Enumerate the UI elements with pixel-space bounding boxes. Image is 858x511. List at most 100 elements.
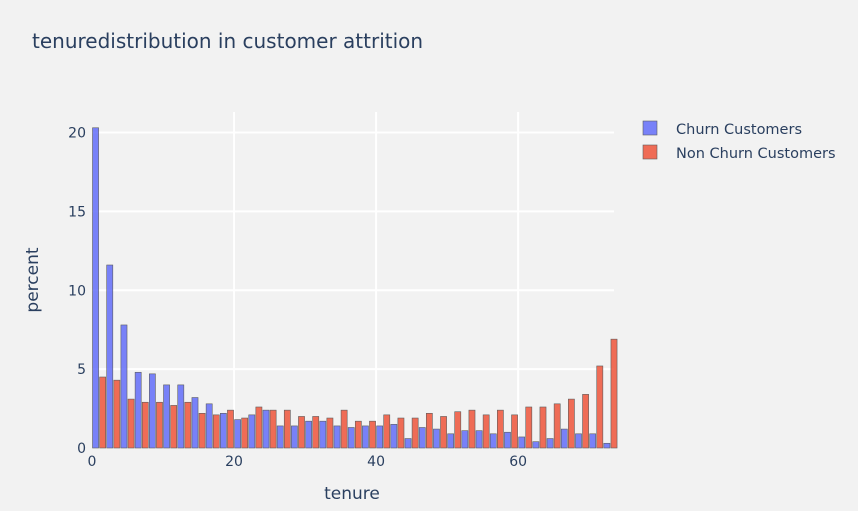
- churn-bar[interactable]: [92, 127, 99, 449]
- non-churn-bar[interactable]: [113, 379, 121, 449]
- churn-bar[interactable]: [248, 414, 256, 449]
- legend-swatch-non-churn: [642, 144, 658, 160]
- churn-bar[interactable]: [603, 442, 611, 449]
- y-tick-label: 20: [68, 126, 86, 142]
- x-tick-label: 20: [225, 454, 243, 470]
- churn-bar[interactable]: [134, 371, 142, 449]
- non-churn-bar[interactable]: [425, 412, 433, 449]
- non-churn-bar[interactable]: [241, 417, 249, 449]
- churn-bar[interactable]: [220, 412, 227, 449]
- non-churn-bar[interactable]: [497, 409, 504, 449]
- churn-bar[interactable]: [560, 428, 568, 449]
- churn-bar[interactable]: [532, 441, 540, 449]
- non-churn-bar[interactable]: [411, 417, 419, 449]
- x-gridlines: [233, 112, 520, 448]
- non-churn-bar[interactable]: [397, 417, 405, 449]
- churn-bar[interactable]: [276, 425, 284, 449]
- non-churn-bar[interactable]: [454, 411, 462, 449]
- non-churn-bar[interactable]: [227, 409, 234, 449]
- churn-bar[interactable]: [489, 433, 497, 449]
- plot-background: [92, 112, 614, 448]
- x-tick-label: 60: [509, 454, 527, 470]
- legend-label-churn: Churn Customers: [676, 122, 802, 138]
- non-churn-bar[interactable]: [141, 401, 149, 449]
- non-churn-bar[interactable]: [525, 406, 533, 449]
- non-churn-bar[interactable]: [568, 398, 575, 449]
- x-axis-title: tenure: [324, 484, 380, 504]
- non-churn-bar[interactable]: [340, 409, 348, 449]
- churn-bar[interactable]: [191, 397, 199, 449]
- churn-bar[interactable]: [149, 373, 156, 449]
- churn-bar[interactable]: [376, 425, 383, 449]
- non-churn-bar[interactable]: [156, 401, 163, 449]
- non-churn-bar[interactable]: [610, 338, 618, 449]
- non-churn-bar[interactable]: [127, 398, 135, 449]
- non-churn-bar[interactable]: [369, 420, 376, 449]
- non-churn-bar[interactable]: [170, 405, 178, 449]
- churn-bar[interactable]: [291, 425, 298, 449]
- y-axis-title: percent: [23, 247, 43, 312]
- legend-item-non-churn[interactable]: Non Churn Customers: [642, 144, 836, 162]
- churn-bar[interactable]: [234, 419, 241, 449]
- y-tick-label: 10: [68, 283, 86, 299]
- non-churn-bar[interactable]: [212, 414, 220, 449]
- non-churn-bar[interactable]: [468, 409, 476, 449]
- legend-swatch-churn: [642, 120, 658, 136]
- y-tick-label: 5: [77, 362, 86, 378]
- legend-label-non-churn: Non Churn Customers: [676, 146, 836, 162]
- non-churn-bar[interactable]: [255, 406, 263, 449]
- non-churn-bar[interactable]: [269, 409, 277, 449]
- non-churn-bar[interactable]: [99, 376, 107, 449]
- churn-bar[interactable]: [518, 436, 526, 449]
- churn-bar[interactable]: [305, 420, 312, 449]
- y-gridlines: [92, 131, 614, 371]
- churn-bar[interactable]: [390, 424, 398, 449]
- non-churn-bar[interactable]: [553, 403, 561, 449]
- churn-bar[interactable]: [205, 403, 213, 449]
- non-churn-bar[interactable]: [383, 414, 391, 449]
- churn-bar[interactable]: [163, 384, 170, 449]
- churn-bar[interactable]: [177, 384, 185, 449]
- y-tick-labels: 0 5 10 15 20: [68, 126, 86, 457]
- non-churn-bar[interactable]: [283, 409, 291, 449]
- legend-item-churn[interactable]: Churn Customers: [642, 120, 802, 138]
- non-churn-bar[interactable]: [198, 412, 206, 449]
- x-tick-label: 0: [88, 454, 97, 470]
- churn-bar[interactable]: [106, 264, 114, 449]
- churn-bar[interactable]: [333, 425, 341, 449]
- churn-bar[interactable]: [362, 425, 369, 449]
- churn-bar[interactable]: [575, 433, 582, 449]
- non-churn-bar[interactable]: [482, 414, 490, 449]
- churn-bar[interactable]: [475, 430, 483, 449]
- non-churn-bar[interactable]: [440, 416, 447, 449]
- churn-bar[interactable]: [447, 433, 455, 449]
- non-churn-bar[interactable]: [596, 365, 604, 449]
- churn-bar[interactable]: [262, 409, 270, 449]
- churn-bar[interactable]: [504, 431, 511, 449]
- y-tick-label: 15: [68, 204, 86, 220]
- churn-bar[interactable]: [347, 427, 355, 449]
- non-churn-bar[interactable]: [312, 416, 320, 449]
- chart-title: tenuredistribution in customer attrition: [32, 29, 423, 53]
- x-tick-labels: 0 20 40 60: [88, 454, 527, 470]
- non-churn-bar[interactable]: [582, 394, 589, 449]
- churn-bar[interactable]: [589, 433, 597, 449]
- churn-bar[interactable]: [120, 324, 128, 449]
- churn-bar[interactable]: [404, 438, 412, 449]
- bars: [92, 127, 618, 449]
- non-churn-bar[interactable]: [511, 414, 518, 449]
- non-churn-bar[interactable]: [298, 416, 305, 449]
- x-tick-label: 40: [367, 454, 385, 470]
- churn-bar[interactable]: [319, 420, 327, 449]
- non-churn-bar[interactable]: [184, 401, 192, 449]
- churn-bar[interactable]: [418, 427, 426, 449]
- non-churn-bar[interactable]: [354, 420, 362, 449]
- churn-bar[interactable]: [546, 438, 554, 449]
- legend: Churn Customers Non Churn Customers: [642, 120, 836, 162]
- churn-bar[interactable]: [461, 430, 469, 449]
- y-tick-label: 0: [77, 441, 86, 457]
- churn-bar[interactable]: [433, 428, 440, 449]
- non-churn-bar[interactable]: [539, 406, 547, 449]
- non-churn-bar[interactable]: [326, 417, 334, 449]
